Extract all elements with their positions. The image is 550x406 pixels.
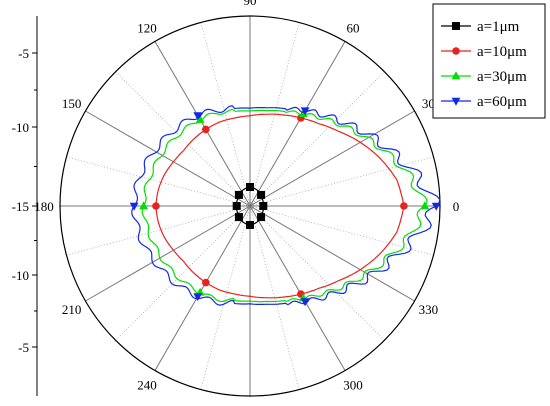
angle-tick-label: 180 [34,199,54,214]
legend-label: a=10μm [477,44,527,60]
data-point [139,201,148,210]
legend-marker [451,97,461,106]
angle-tick-label: 60 [347,21,360,36]
legend-marker [452,22,460,30]
major-spoke [249,205,415,302]
left-tick-label: -15 [12,199,29,214]
angle-tick-label: 330 [419,302,439,317]
angle-tick-label: 0 [453,199,460,214]
data-point [246,221,254,229]
data-point [129,202,139,211]
legend-marker [452,47,460,55]
data-point [202,125,210,134]
data-point [246,183,254,191]
angle-tick-label: 90 [244,0,257,8]
legend-marker [451,71,461,80]
left-tick-label: -10 [12,268,29,283]
angle-tick-label: 120 [137,21,157,36]
data-point [420,201,430,210]
minor-spoke [115,205,251,341]
angle-tick-label: 150 [62,96,82,111]
data-point [431,202,441,211]
data-point [300,107,310,116]
major-spoke [154,205,251,371]
data-point [193,293,203,302]
outer-ring [59,15,441,397]
data-point [232,202,241,210]
data-point [400,202,408,210]
data-point [193,112,203,121]
minor-spoke [249,205,434,256]
legend-label: a=1μm [477,19,520,35]
data-point [298,109,308,118]
major-spoke [85,110,251,207]
data-point [234,213,243,222]
data-point [234,190,243,199]
data-point [257,213,266,222]
angle-tick-label: 30 [422,96,435,111]
data-point [195,114,205,123]
left-tick-label: -10 [12,120,29,135]
left-axis: -5 -10 -15 -10 -5 [12,16,38,396]
minor-spoke [249,71,385,207]
legend-label: a=60μm [477,94,527,110]
angle-tick-label: 210 [62,302,82,317]
left-tick-label: -5 [18,340,29,355]
major-spoke [154,41,251,207]
minor-spoke [249,156,434,207]
angle-labels: 0306090120150180210240270300330 [34,0,459,406]
data-point [152,202,160,210]
minor-spoke [66,156,251,207]
data-point [202,278,210,287]
minor-spoke [115,71,251,207]
legend-label: a=30μm [477,69,527,85]
series-group [129,105,441,307]
angle-tick-label: 240 [137,377,157,392]
data-point [257,190,266,199]
major-spoke [249,110,415,207]
left-tick-label: -5 [18,46,29,61]
data-point [259,202,268,210]
legend: a=1μm a=10μm a=30μm a=60μm [432,3,546,119]
minor-spoke [200,205,251,390]
legend-box [432,3,546,119]
major-spoke [249,205,346,371]
major-spoke [85,205,251,302]
polar-grid [59,15,441,397]
angle-tick-label: 300 [343,377,363,392]
major-spoke [249,41,346,207]
data-point [300,298,310,307]
